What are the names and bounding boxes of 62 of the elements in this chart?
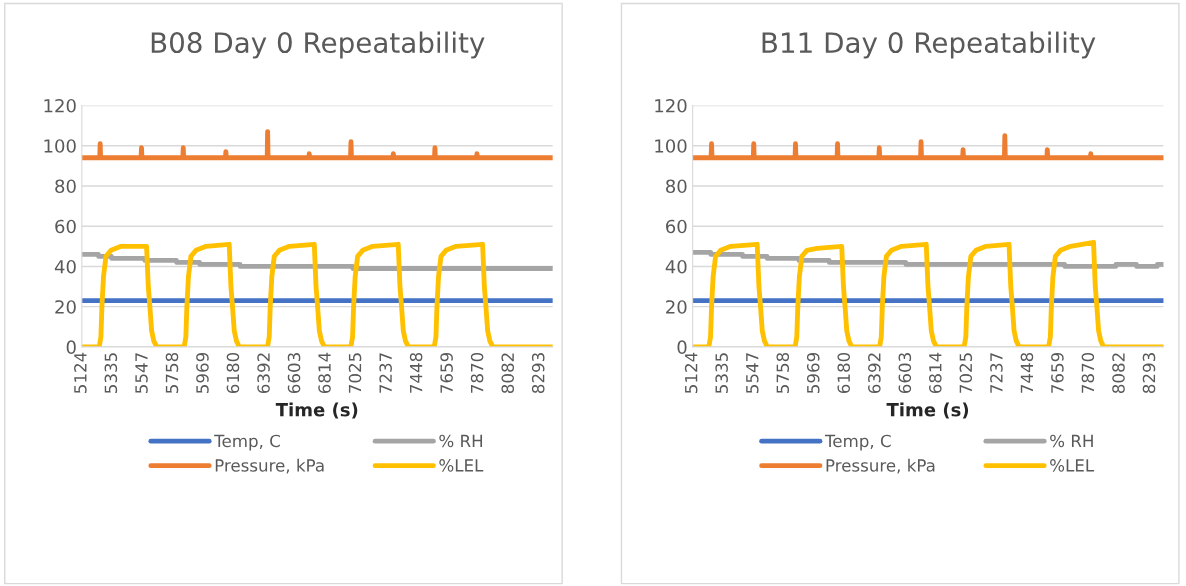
legend-label: Pressure, kPa xyxy=(826,458,935,474)
line-series xyxy=(81,251,553,271)
x-tick-label: 8082 xyxy=(1112,353,1125,394)
y-tick-label: 60 xyxy=(666,219,687,234)
x-tick-label: 6392 xyxy=(257,353,270,394)
y-tick-label: 0 xyxy=(677,340,687,355)
legend-label: Temp, C xyxy=(214,434,280,451)
y-tick-label: 40 xyxy=(665,259,687,274)
x-tick-label: 5758 xyxy=(776,352,790,393)
x-tick-label: 6814 xyxy=(318,352,331,394)
x-tick-label: 5335 xyxy=(715,353,728,393)
y-tick-label: 60 xyxy=(55,219,76,234)
y-tick-label: 0 xyxy=(66,340,76,355)
x-tick-label: 6603 xyxy=(287,353,301,394)
legend-label: % RH xyxy=(1050,434,1093,448)
x-tick-label: 5124 xyxy=(74,352,87,393)
x-axis-title: Time (s) xyxy=(886,402,969,419)
x-tick-label: 7870 xyxy=(1081,352,1095,393)
y-tick-label: 80 xyxy=(666,179,687,194)
x-tick-label: 7237 xyxy=(379,353,392,393)
x-tick-label: 7025 xyxy=(959,353,973,393)
legend-label: Pressure, kPa xyxy=(215,458,324,474)
x-tick-label: 6814 xyxy=(929,352,942,394)
x-tick-label: 7870 xyxy=(470,352,484,393)
line-series xyxy=(692,249,1164,269)
chart-title: B08 Day 0 Repeatability xyxy=(151,31,485,59)
x-tick-label: 7659 xyxy=(440,352,453,393)
x-tick-label: 6603 xyxy=(898,353,912,394)
x-tick-label: 5124 xyxy=(684,352,698,393)
x-tick-label: 8293 xyxy=(531,353,545,394)
y-tick-label: 100 xyxy=(44,139,76,153)
y-tick-label: 120 xyxy=(655,98,687,113)
x-tick-label: 6392 xyxy=(868,353,881,394)
x-tick-label: 7237 xyxy=(990,353,1003,393)
chart-title: B11 Day 0 Repeatability xyxy=(762,31,1096,59)
line-series xyxy=(81,129,553,161)
x-tick-label: 5547 xyxy=(135,353,148,393)
x-tick-label: 5969 xyxy=(196,352,209,393)
x-tick-label: 5335 xyxy=(104,353,118,393)
x-tick-label: 7025 xyxy=(348,353,362,393)
x-tick-label: 5758 xyxy=(165,352,179,393)
y-tick-label: 20 xyxy=(666,300,687,314)
x-tick-label: 6180 xyxy=(837,352,851,394)
legend-label: %LEL xyxy=(439,459,484,472)
x-tick-label: 6180 xyxy=(226,352,240,394)
x-tick-label: 8293 xyxy=(1142,353,1156,394)
legend-label: % RH xyxy=(439,434,483,448)
y-tick-label: 40 xyxy=(54,259,76,274)
legend-label: Temp, C xyxy=(824,434,891,451)
y-tick-label: 100 xyxy=(655,139,687,153)
x-tick-label: 8082 xyxy=(501,353,515,394)
x-tick-label: 7659 xyxy=(1051,352,1064,393)
line-series xyxy=(692,133,1164,161)
x-axis-title: Time (s) xyxy=(275,402,358,419)
x-tick-label: 5547 xyxy=(746,353,759,393)
y-tick-label: 80 xyxy=(55,179,76,194)
x-tick-label: 7448 xyxy=(1020,352,1034,393)
y-tick-label: 20 xyxy=(55,300,76,314)
legend-label: %LEL xyxy=(1050,459,1095,472)
y-tick-label: 120 xyxy=(44,98,76,113)
x-tick-label: 7448 xyxy=(409,352,423,393)
x-tick-label: 5969 xyxy=(806,352,820,393)
